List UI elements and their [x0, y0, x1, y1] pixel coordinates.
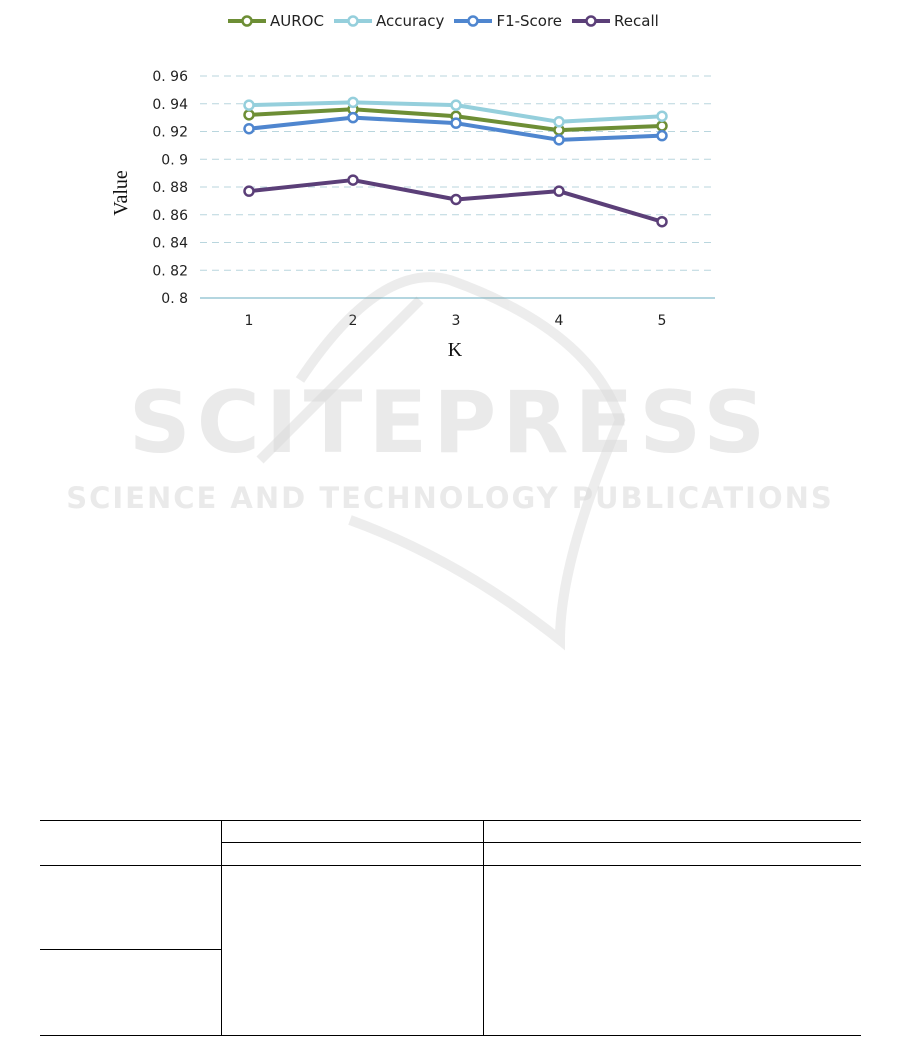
x-tick-label: 2: [349, 313, 358, 329]
x-axis-label: K: [448, 339, 463, 361]
y-tick-label: 0. 92: [152, 125, 188, 141]
data-point-accuracy: [243, 99, 255, 111]
legend-swatch: [333, 15, 372, 27]
legend-item-auroc: AUROC: [228, 12, 324, 30]
data-point-recall: [450, 193, 462, 206]
legend-swatch: [454, 15, 493, 27]
legend-label: Accuracy: [375, 12, 445, 30]
data-point-recall: [656, 215, 668, 228]
data-point-f1-score: [553, 134, 565, 146]
legend-swatch: [228, 15, 266, 27]
legend-label: AUROC: [270, 12, 324, 30]
legend-item-f1-score: F1-Score: [454, 12, 562, 30]
watermark-title: SCITEPRESS: [129, 373, 771, 473]
line-chart: 0. 8 0. 82 0. 84 0. 86 0. 88 0. 9 0. 92 0. 94 0.…: [110, 69, 715, 361]
legend-swatch: [572, 15, 611, 27]
data-point-recall: [347, 174, 359, 186]
y-tick-label: 0. 82: [152, 263, 188, 279]
legend-item-accuracy: Accuracy: [333, 12, 445, 30]
x-tick-label: 1: [245, 313, 254, 329]
data-point-f1-score: [450, 117, 462, 129]
data-point-accuracy: [656, 110, 668, 122]
data-point-f1-score: [656, 129, 668, 142]
data-point-accuracy: [553, 116, 565, 128]
y-tick-label: 0. 94: [152, 97, 188, 113]
x-tick-label: 3: [452, 313, 461, 329]
legend-item-recall: Recall: [572, 12, 659, 30]
data-point-recall: [553, 185, 565, 197]
y-tick-label: 0. 86: [152, 208, 188, 224]
data-point-accuracy: [450, 99, 462, 111]
y-tick-label: 0. 96: [152, 69, 188, 85]
y-tick-label: 0. 9: [161, 152, 188, 168]
data-point-f1-score: [243, 122, 255, 135]
legend-label: Recall: [614, 12, 659, 30]
x-tick-label: 4: [555, 313, 564, 329]
x-tick-label: 5: [658, 313, 667, 329]
y-tick-label: 0. 8: [161, 291, 188, 307]
y-tick-label: 0. 84: [152, 236, 188, 252]
watermark-subtitle: SCIENCE AND TECHNOLOGY PUBLICATIONS: [66, 481, 834, 515]
y-axis-label: Value: [110, 170, 132, 216]
data-point-recall: [243, 185, 255, 197]
y-tick-label: 0. 88: [152, 180, 188, 196]
data-point-accuracy: [347, 96, 359, 109]
legend-label: F1-Score: [496, 12, 563, 30]
watermark: SCITEPRESS SCIENCE AND TECHNOLOGY PUBLIC…: [66, 272, 834, 651]
chart-legend: AUROC Accuracy F1-Score Recall: [228, 12, 659, 30]
data-point-f1-score: [347, 111, 359, 124]
